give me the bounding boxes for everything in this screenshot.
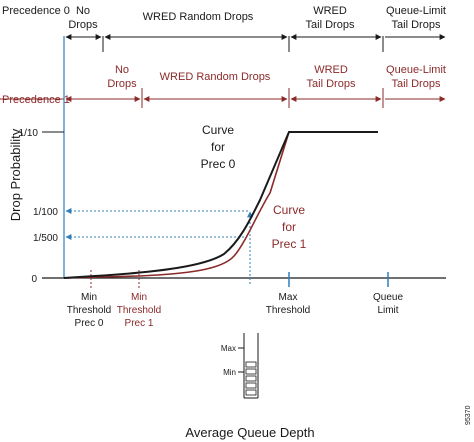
queue-min-label: Min	[223, 368, 236, 377]
prec0-drops-label: Drops	[68, 19, 98, 31]
precedence-1-band: Precedence 1 No Drops WRED Random Drops …	[0, 64, 446, 108]
max-threshold-line2: Threshold	[266, 305, 310, 316]
precedence-0-band: Precedence 0 No Drops WRED Random Drops …	[2, 5, 446, 52]
precedence-0-label: Precedence 0	[2, 5, 70, 17]
prec0-random-label: WRED Random Drops	[143, 11, 254, 23]
curve-prec1	[63, 131, 290, 279]
curve-prec1-line3: Prec 1	[272, 237, 307, 251]
prec1-random-label: WRED Random Drops	[160, 71, 271, 83]
prec1-queue-tail-label: Tail Drops	[392, 78, 441, 90]
prec1-tail-label: Tail Drops	[307, 78, 356, 90]
curve-prec0-line2: for	[211, 140, 225, 154]
queue-limit-line2: Limit	[377, 305, 398, 316]
min-prec0-line1: Min	[81, 292, 97, 303]
min-prec0-line3: Prec 0	[75, 318, 104, 329]
min-prec1-line3: Prec 1	[125, 318, 154, 329]
prec1-wred-label: WRED	[314, 64, 348, 76]
queue-limit-line1: Queue	[373, 292, 403, 303]
queue-max-label: Max	[221, 344, 236, 353]
min-prec1-line1: Min	[131, 292, 147, 303]
prec0-no-label: No	[76, 5, 90, 17]
prec0-tail-label: Tail Drops	[306, 19, 355, 31]
precedence-1-label: Precedence 1	[2, 94, 70, 106]
figure-id: 95370	[465, 405, 472, 425]
prec0-wred-label: WRED	[313, 5, 347, 17]
y-tick-1-100: 1/100	[33, 207, 58, 218]
y-tick-1-10: 1/10	[19, 128, 39, 139]
prec1-no-label: No	[115, 64, 129, 76]
curve-prec1-line2: for	[282, 220, 296, 234]
queue-icon: Max Min	[221, 333, 259, 399]
curve-prec0-line1: Curve	[202, 123, 234, 137]
min-prec1-line2: Threshold	[117, 305, 161, 316]
prec0-queue-limit-label: Queue-Limit	[386, 5, 446, 17]
prec0-queue-tail-label: Tail Drops	[392, 19, 441, 31]
curve-prec0	[63, 131, 378, 279]
y-tick-1-500: 1/500	[33, 233, 58, 244]
x-axis-label: Average Queue Depth	[185, 425, 314, 440]
y-axis-label: Drop Probability	[8, 128, 23, 221]
curve-prec1-line1: Curve	[273, 203, 305, 217]
min-prec0-line2: Threshold	[67, 305, 111, 316]
curve-prec0-line3: Prec 0	[201, 157, 236, 171]
max-threshold-line1: Max	[279, 292, 298, 303]
prec1-queue-limit-label: Queue-Limit	[386, 64, 446, 76]
prec1-drops-label: Drops	[107, 78, 137, 90]
y-tick-0: 0	[31, 274, 37, 285]
